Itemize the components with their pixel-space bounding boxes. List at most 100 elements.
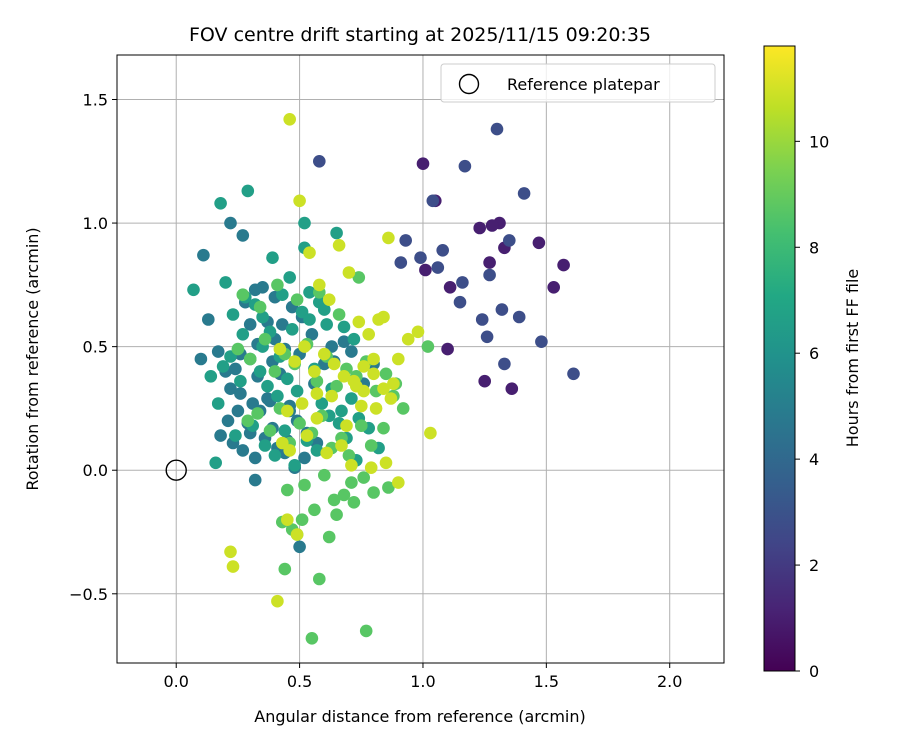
scatter-point [327, 493, 341, 507]
scatter-point [209, 456, 222, 470]
scatter-point [342, 266, 356, 279]
colorbar-tick-label: 0 [809, 662, 819, 681]
scatter-point [271, 278, 284, 292]
scatter-point [478, 374, 492, 388]
scatter-point [325, 389, 339, 403]
y-tick-label: 1.0 [83, 214, 108, 233]
scatter-point [414, 251, 427, 264]
scatter-point [256, 310, 269, 324]
scatter-point [436, 244, 450, 257]
scatter-point [330, 508, 343, 521]
x-axis-ticks: 0.0 0.5 1.0 1.5 2.0 [163, 663, 682, 691]
scatter-point [293, 417, 306, 430]
scatter-point [392, 352, 405, 366]
scatter-point [268, 449, 282, 462]
scatter-point [379, 456, 393, 470]
scatter-point [278, 562, 292, 576]
colorbar-tick-label: 8 [809, 238, 819, 257]
scatter-point [473, 221, 487, 235]
scatter-point [308, 503, 321, 517]
legend-box [440, 63, 716, 103]
scatter-point [401, 332, 415, 346]
scatter-point [253, 365, 267, 378]
scatter-point [340, 419, 353, 433]
plot-frame [116, 54, 725, 664]
scatter-point [320, 446, 334, 460]
legend-reference-label: Reference platepar [507, 75, 660, 94]
scatter-point [273, 342, 287, 356]
scatter-point [345, 345, 358, 358]
scatter-point [532, 236, 546, 250]
y-axis-ticks: −0.5 0.0 0.5 1.0 1.5 [69, 90, 117, 604]
scatter-point [456, 276, 469, 289]
scatter-point [377, 310, 390, 324]
scatter-point [364, 439, 378, 452]
scatter-point [337, 320, 351, 334]
colorbar-tick-label: 4 [809, 450, 819, 469]
scatter-point [416, 157, 430, 170]
scatter-point [231, 342, 245, 356]
scatter-point [298, 216, 311, 230]
scatter-point [332, 308, 346, 321]
scatter-point [335, 404, 348, 418]
colorbar: 0 2 4 6 8 10 Hours from first FF file [763, 45, 862, 681]
scatter-point [483, 256, 496, 269]
scatter-point [359, 624, 373, 638]
x-tick-label: 2.0 [657, 672, 682, 691]
scatter-point [458, 159, 472, 173]
scatter-point [303, 246, 316, 259]
scatter-point [308, 365, 321, 378]
scatter-point [310, 387, 324, 400]
scatter-point [431, 261, 445, 274]
scatter-point [384, 392, 398, 405]
legend: Reference platepar [440, 63, 716, 103]
scatter-point [216, 360, 230, 373]
scatter-point [261, 379, 274, 393]
scatter-point [485, 219, 499, 232]
scatter-point [320, 318, 334, 331]
scatter-point [258, 332, 272, 346]
colorbar-tick-label: 10 [809, 132, 829, 151]
colorbar-label: Hours from first FF file [843, 269, 862, 448]
scatter-point [399, 234, 413, 247]
scatter-point [382, 231, 395, 245]
scatter-point [295, 397, 309, 410]
scatter-point [283, 113, 297, 126]
scatter-point [236, 288, 250, 302]
scatter-point [298, 478, 311, 492]
scatter-point [490, 122, 504, 136]
scatter-point [281, 372, 294, 386]
scatter-point [421, 340, 435, 353]
scatter-point [483, 268, 496, 282]
scatter-point [305, 328, 319, 341]
scatter-point [313, 155, 326, 168]
scatter-point [236, 328, 250, 341]
scatter-point [211, 345, 225, 358]
scatter-point [337, 335, 351, 349]
x-tick-label: 1.5 [534, 672, 559, 691]
scatter-point [424, 426, 437, 440]
scatter-point [224, 382, 237, 396]
scatter-point [224, 216, 237, 230]
colorbar-tick-label: 6 [809, 344, 819, 363]
scatter-point [419, 263, 432, 277]
colorbar-ticks: 0 2 4 6 8 10 [795, 132, 829, 681]
scatter-point [327, 357, 341, 371]
scatter-point [271, 389, 284, 403]
scatter-point [224, 545, 237, 559]
scatter-point [253, 300, 267, 314]
scatter-point [226, 308, 240, 321]
scatter-point [236, 444, 250, 457]
scatter-point [547, 281, 560, 294]
scatter-point [342, 449, 356, 462]
scatter-point [352, 271, 366, 284]
scatter-point [281, 483, 294, 497]
scatter-point [251, 407, 264, 420]
scatter-point [310, 374, 324, 388]
x-tick-label: 1.0 [410, 672, 435, 691]
scatter-point [295, 513, 309, 526]
chart-title: FOV centre drift starting at 2025/11/15 … [189, 24, 651, 46]
scatter-point [214, 197, 227, 210]
scatter-point [234, 374, 247, 388]
